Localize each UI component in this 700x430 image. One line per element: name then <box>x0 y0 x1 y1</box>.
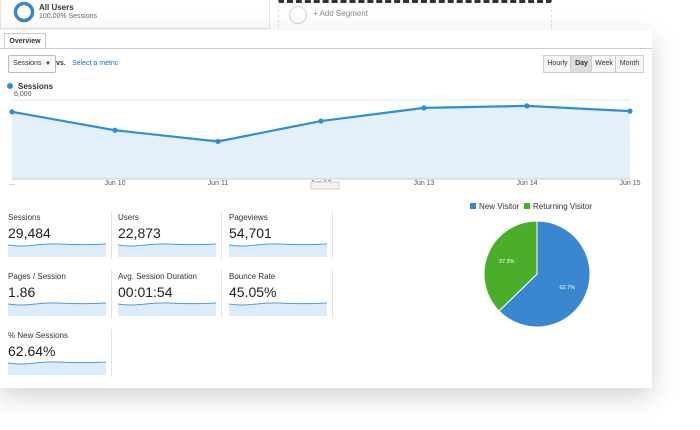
pie-slice <box>498 220 591 328</box>
segment-title: All Users <box>39 3 74 12</box>
legend-marker <box>470 203 476 209</box>
pie-slice <box>483 220 538 312</box>
point <box>9 109 15 115</box>
point <box>421 105 427 111</box>
tile-divider <box>332 270 333 318</box>
segment-icon <box>13 1 35 23</box>
slice-label: 37.3% <box>499 259 515 265</box>
tile-divider <box>221 211 222 259</box>
scroll-handle <box>310 181 340 190</box>
legend-marker <box>7 83 13 89</box>
point <box>112 127 118 133</box>
metric-value: 45.05% <box>229 284 277 300</box>
point <box>215 138 221 145</box>
metric-label: Pages / Session <box>8 272 66 281</box>
tile-divider <box>111 211 112 259</box>
sparkline-shape <box>8 361 106 375</box>
x-tick-label: Jun 14 <box>516 180 537 187</box>
x-tick-label: Jun 11 <box>208 180 229 187</box>
metric-value: 1.86 <box>8 284 36 300</box>
slice-label: 62.7% <box>559 285 575 291</box>
time-button[interactable]: Month <box>615 55 644 73</box>
point <box>627 108 633 114</box>
point <box>318 118 324 124</box>
metric-label: % New Sessions <box>8 331 69 340</box>
report-card <box>0 30 652 388</box>
x-tick-label: Jun 10 <box>104 180 125 187</box>
metric-label: Sessions <box>8 213 41 222</box>
metric-label: Avg. Session Duration <box>118 272 198 281</box>
time-button[interactable]: Hourly <box>543 55 572 73</box>
metric-value: 22,873 <box>118 225 161 241</box>
metric-label: Bounce Rate <box>229 272 276 281</box>
legend-label: Returning Visitor <box>533 202 592 211</box>
sparkline-shape <box>8 243 106 257</box>
tab[interactable]: Overview <box>4 33 46 49</box>
y-tick-label: 6,000 <box>14 91 32 98</box>
x-tick-label: Jun 13 <box>413 180 434 187</box>
select-metric-link[interactable]: Select a metric <box>72 60 119 67</box>
segment[interactable]: All Users 100.00% Sessions <box>0 0 270 29</box>
legend-marker <box>524 203 530 209</box>
tab-divider <box>0 48 652 49</box>
metric-value: 54,701 <box>229 225 272 241</box>
x-tick-label: ... <box>9 180 15 187</box>
add-segment-label: + Add Segment <box>313 9 368 18</box>
legend-label: New Visitor <box>479 202 520 211</box>
x-tick-label: Jun 15 <box>619 180 640 187</box>
metric-label: Users <box>118 213 139 222</box>
sparkline-shape <box>229 302 327 316</box>
legend-label: Sessions <box>18 82 54 91</box>
tile-divider <box>221 270 222 318</box>
sparkline-shape <box>118 243 216 257</box>
time-button[interactable]: Day <box>570 55 593 73</box>
add-segment[interactable]: + Add Segment <box>278 0 552 32</box>
pie-chart: New Visitor Returning Visitor 62.7% 37.3% <box>470 202 592 328</box>
dropdown-label: Sessions <box>13 60 42 67</box>
vs-label: vs. <box>56 60 66 67</box>
sparkline-shape <box>8 302 106 316</box>
segment-subtitle: 100.00% Sessions <box>39 13 97 20</box>
add-icon <box>288 5 308 25</box>
time-button[interactable]: Week <box>591 55 617 73</box>
metric-value: 29,484 <box>8 225 51 241</box>
tile-divider <box>332 211 333 259</box>
metric-label: Pageviews <box>229 213 268 222</box>
area <box>12 105 630 179</box>
metric-value: 62.64% <box>8 343 56 359</box>
point <box>524 103 530 109</box>
metric-dropdown[interactable]: Sessions ▼ <box>8 55 56 73</box>
tile-divider <box>111 270 112 318</box>
tile-divider <box>111 329 112 377</box>
sparkline-shape <box>118 302 216 316</box>
metric-value: 00:01:54 <box>118 284 173 300</box>
sparkline-shape <box>229 243 327 257</box>
